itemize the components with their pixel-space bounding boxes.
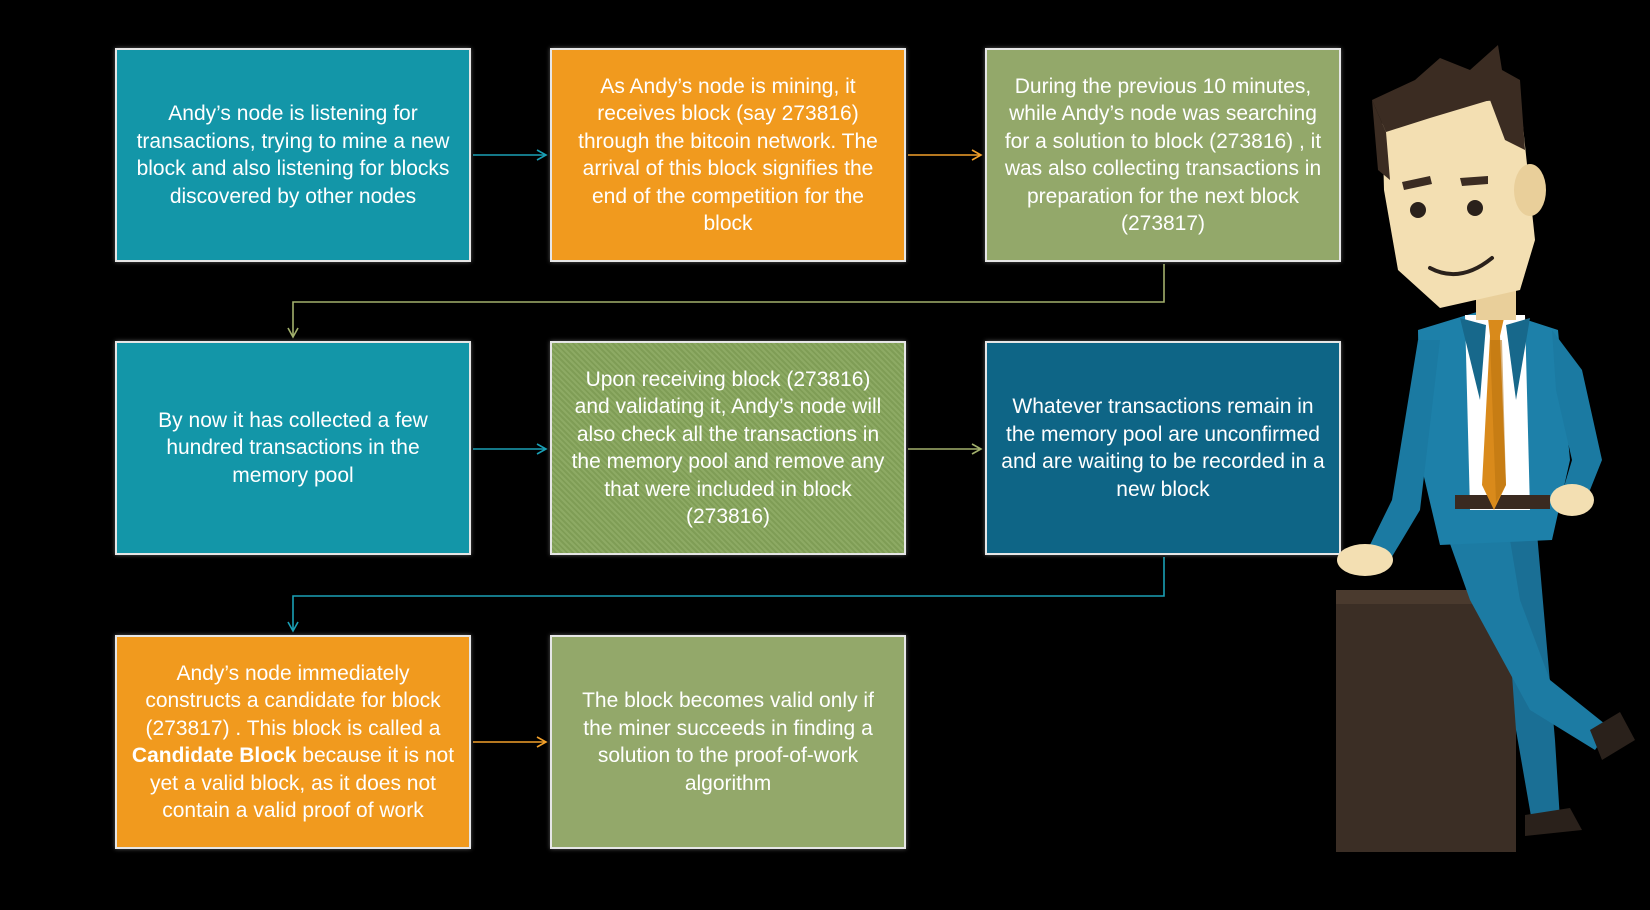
step-2-text: As Andy’s node is mining, it receives bl… bbox=[578, 74, 878, 236]
step-6-text: Whatever transactions remain in the memo… bbox=[1001, 395, 1325, 501]
step-8-box: The block becomes valid only if the mine… bbox=[550, 635, 906, 849]
arrow-3-to-4 bbox=[287, 264, 1165, 339]
step-1-box: Andy’s node is listening for transaction… bbox=[115, 48, 471, 262]
step-3-box: During the previous 10 minutes, while An… bbox=[985, 48, 1341, 262]
step-7-text: Andy’s node immediately constructs a can… bbox=[131, 660, 455, 825]
businessman-character-icon bbox=[1336, 45, 1635, 852]
step-4-text: By now it has collected a few hundred tr… bbox=[158, 408, 428, 487]
arrow-6-to-7 bbox=[287, 557, 1165, 633]
candidate-block-term: Candidate Block bbox=[131, 744, 297, 767]
step-7-text-after: because it is not yet a valid block, as … bbox=[150, 744, 455, 822]
step-5-text: Upon receiving block (273816) and valida… bbox=[571, 367, 885, 529]
step-1-text: Andy’s node is listening for transaction… bbox=[136, 102, 450, 208]
step-7-text-before: Andy’s node immediately constructs a can… bbox=[145, 661, 441, 740]
step-2-box: As Andy’s node is mining, it receives bl… bbox=[550, 48, 906, 262]
step-6-box: Whatever transactions remain in the memo… bbox=[985, 341, 1341, 555]
step-3-text: During the previous 10 minutes, while An… bbox=[1004, 74, 1322, 236]
step-5-box: Upon receiving block (273816) and valida… bbox=[550, 341, 906, 555]
step-8-text: The block becomes valid only if the mine… bbox=[582, 689, 874, 795]
step-7-box: Andy’s node immediately constructs a can… bbox=[115, 635, 471, 849]
step-4-box: By now it has collected a few hundred tr… bbox=[115, 341, 471, 555]
